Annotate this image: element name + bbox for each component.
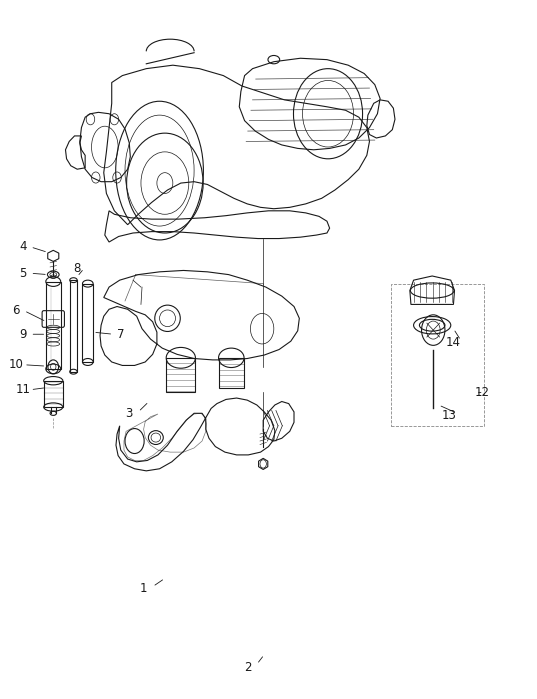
Text: 14: 14	[446, 336, 461, 349]
Text: 1: 1	[140, 582, 147, 596]
Text: 12: 12	[475, 386, 490, 399]
Text: 4: 4	[19, 240, 27, 253]
Text: 10: 10	[9, 359, 24, 371]
Text: 3: 3	[126, 407, 133, 420]
Text: 7: 7	[117, 328, 125, 340]
Text: 9: 9	[19, 328, 27, 340]
Text: 13: 13	[442, 409, 456, 422]
Text: 11: 11	[16, 383, 31, 396]
Text: 6: 6	[12, 304, 20, 317]
Text: 5: 5	[19, 267, 27, 280]
Text: 2: 2	[244, 661, 252, 674]
Text: 8: 8	[74, 262, 81, 275]
